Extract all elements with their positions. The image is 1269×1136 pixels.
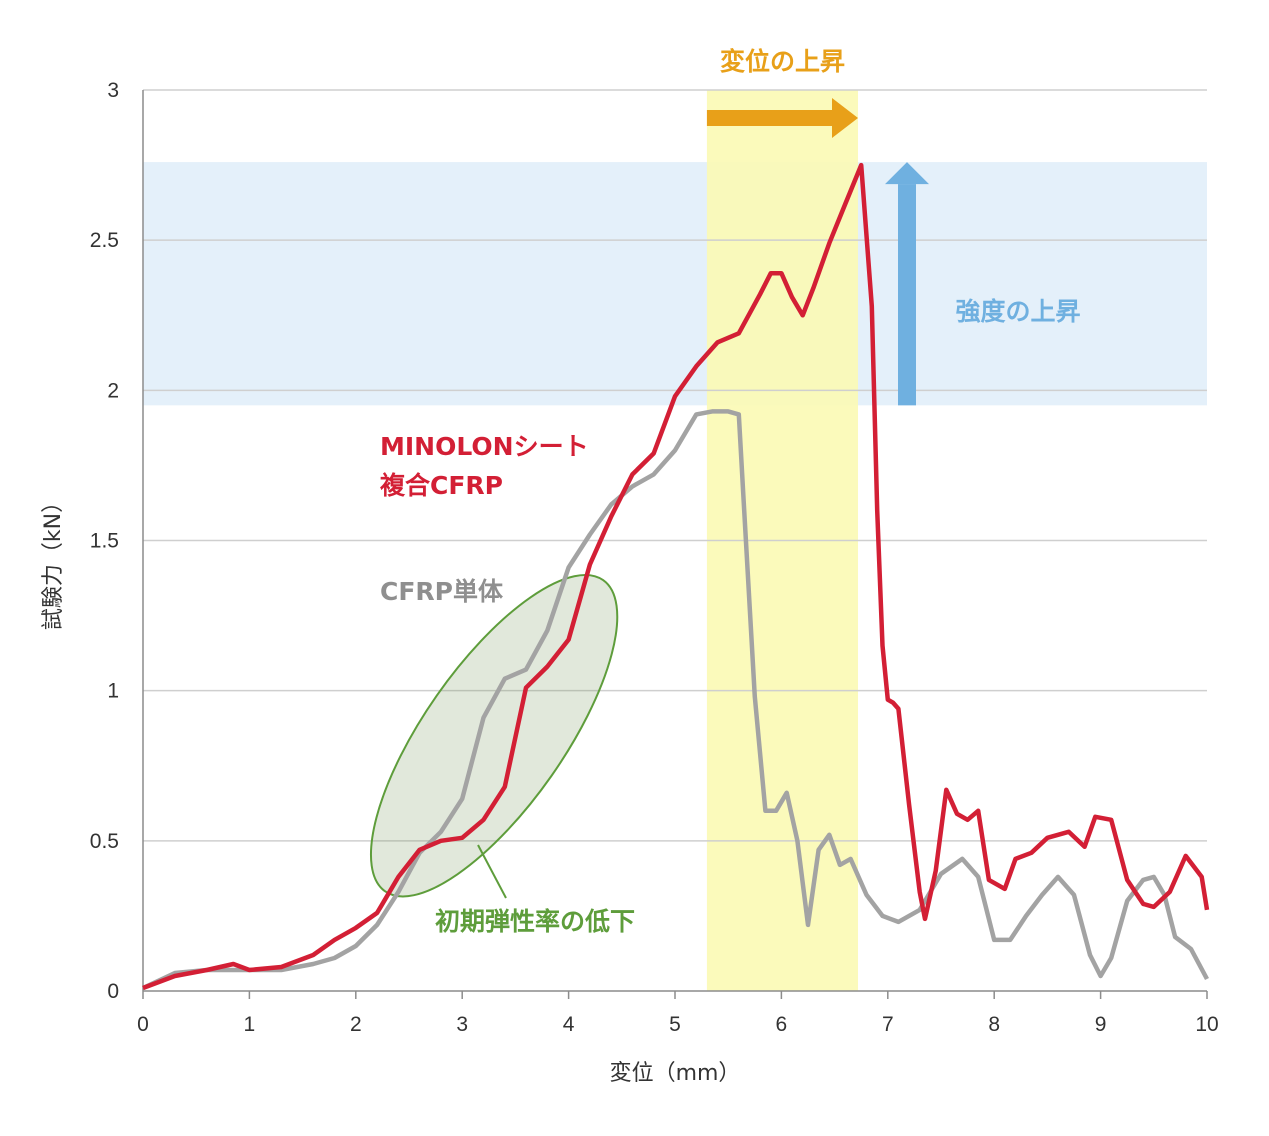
series-line-minolon xyxy=(142,162,1210,991)
x-tick-label: 1 xyxy=(244,1013,256,1036)
y-tick-label: 1 xyxy=(107,680,119,703)
series-label-minolon: 複合CFRP xyxy=(380,471,503,500)
elastic-annotation: 初期弾性率の低下 xyxy=(435,907,635,936)
x-axis-label: 変位（mm） xyxy=(610,1061,741,1086)
x-tick-label: 8 xyxy=(988,1013,1000,1036)
y-tick-labels: 0 0.5 1 1.5 2 2.5 3 xyxy=(90,79,119,1003)
strength-arrow xyxy=(885,162,929,406)
x-tick-label: 4 xyxy=(563,1013,575,1036)
y-tick-label: 2.5 xyxy=(90,229,119,252)
axes xyxy=(142,90,1208,999)
x-tick-label: 10 xyxy=(1195,1013,1218,1036)
x-tick-label: 2 xyxy=(350,1013,362,1036)
x-tick-label: 3 xyxy=(456,1013,468,1036)
x-tick-label: 0 xyxy=(137,1013,149,1036)
y-tick-label: 0.5 xyxy=(90,830,119,853)
displacement-arrow xyxy=(706,98,859,138)
x-tick-label: 7 xyxy=(882,1013,894,1036)
y-tick-label: 1.5 xyxy=(90,530,119,553)
strength-annotation: 強度の上昇 xyxy=(955,297,1080,326)
series-line-cfrp xyxy=(142,409,1209,991)
x-tick-label: 5 xyxy=(669,1013,681,1036)
displacement-annotation: 変位の上昇 xyxy=(720,47,845,76)
strength-highlight-band xyxy=(143,162,1207,406)
gridlines xyxy=(143,89,1207,842)
elastic-leader-line xyxy=(477,844,507,899)
x-tick-label: 6 xyxy=(776,1013,788,1036)
y-axis-label: 試験力（kN） xyxy=(41,491,66,630)
y-tick-label: 2 xyxy=(107,379,119,402)
series-label-minolon: MINOLONシート xyxy=(380,432,589,461)
x-tick-label: 9 xyxy=(1095,1013,1107,1036)
y-tick-label: 3 xyxy=(107,79,119,102)
y-tick-label: 0 xyxy=(107,980,119,1003)
series-label-cfrp: CFRP単体 xyxy=(380,577,504,606)
x-tick-labels: 0 1 2 3 4 5 6 7 8 9 10 xyxy=(137,1013,1219,1036)
